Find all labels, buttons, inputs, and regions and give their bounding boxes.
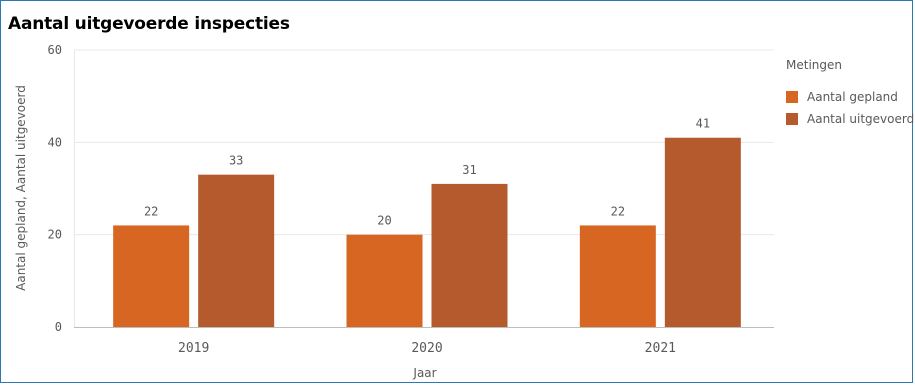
data-label-2020-executed: 31 bbox=[462, 163, 476, 177]
bar-2019-planned[interactable] bbox=[113, 225, 190, 327]
x-axis-title: Jaar bbox=[412, 366, 436, 380]
y-axis-title: Aantal gepland, Aantal uitgevoerd bbox=[14, 85, 28, 291]
legend-item-planned[interactable]: Aantal gepland bbox=[786, 89, 898, 105]
bar-2019-executed[interactable] bbox=[198, 174, 275, 327]
x-tick-label-2021: 2021 bbox=[645, 341, 676, 356]
y-tick-label-20: 20 bbox=[48, 228, 62, 242]
data-label-2021-executed: 41 bbox=[696, 117, 710, 131]
y-tick-label-0: 0 bbox=[55, 320, 62, 334]
bar-2020-planned[interactable] bbox=[346, 234, 423, 327]
legend-swatch-executed bbox=[786, 113, 798, 125]
legend-label-executed: Aantal uitgevoerd bbox=[807, 112, 915, 126]
legend-label-planned: Aantal gepland bbox=[807, 90, 898, 104]
data-label-2019-planned: 22 bbox=[144, 204, 158, 218]
data-label-2021-planned: 22 bbox=[611, 204, 625, 218]
y-tick-label-60: 60 bbox=[48, 43, 62, 57]
x-tick-label-2019: 2019 bbox=[178, 341, 209, 356]
bar-2020-executed[interactable] bbox=[431, 183, 508, 327]
legend-swatch-planned bbox=[786, 91, 798, 103]
data-label-2020-planned: 20 bbox=[377, 214, 391, 228]
bar-2021-planned[interactable] bbox=[579, 225, 656, 327]
legend-title: Metingen bbox=[786, 58, 842, 72]
legend-item-executed[interactable]: Aantal uitgevoerd bbox=[786, 111, 914, 127]
chart-title: Aantal uitgevoerde inspecties bbox=[8, 14, 290, 34]
data-label-2019-executed: 33 bbox=[229, 154, 243, 168]
x-tick-label-2020: 2020 bbox=[411, 341, 442, 356]
y-tick-label-40: 40 bbox=[48, 135, 62, 149]
bar-2021-executed[interactable] bbox=[664, 137, 741, 327]
